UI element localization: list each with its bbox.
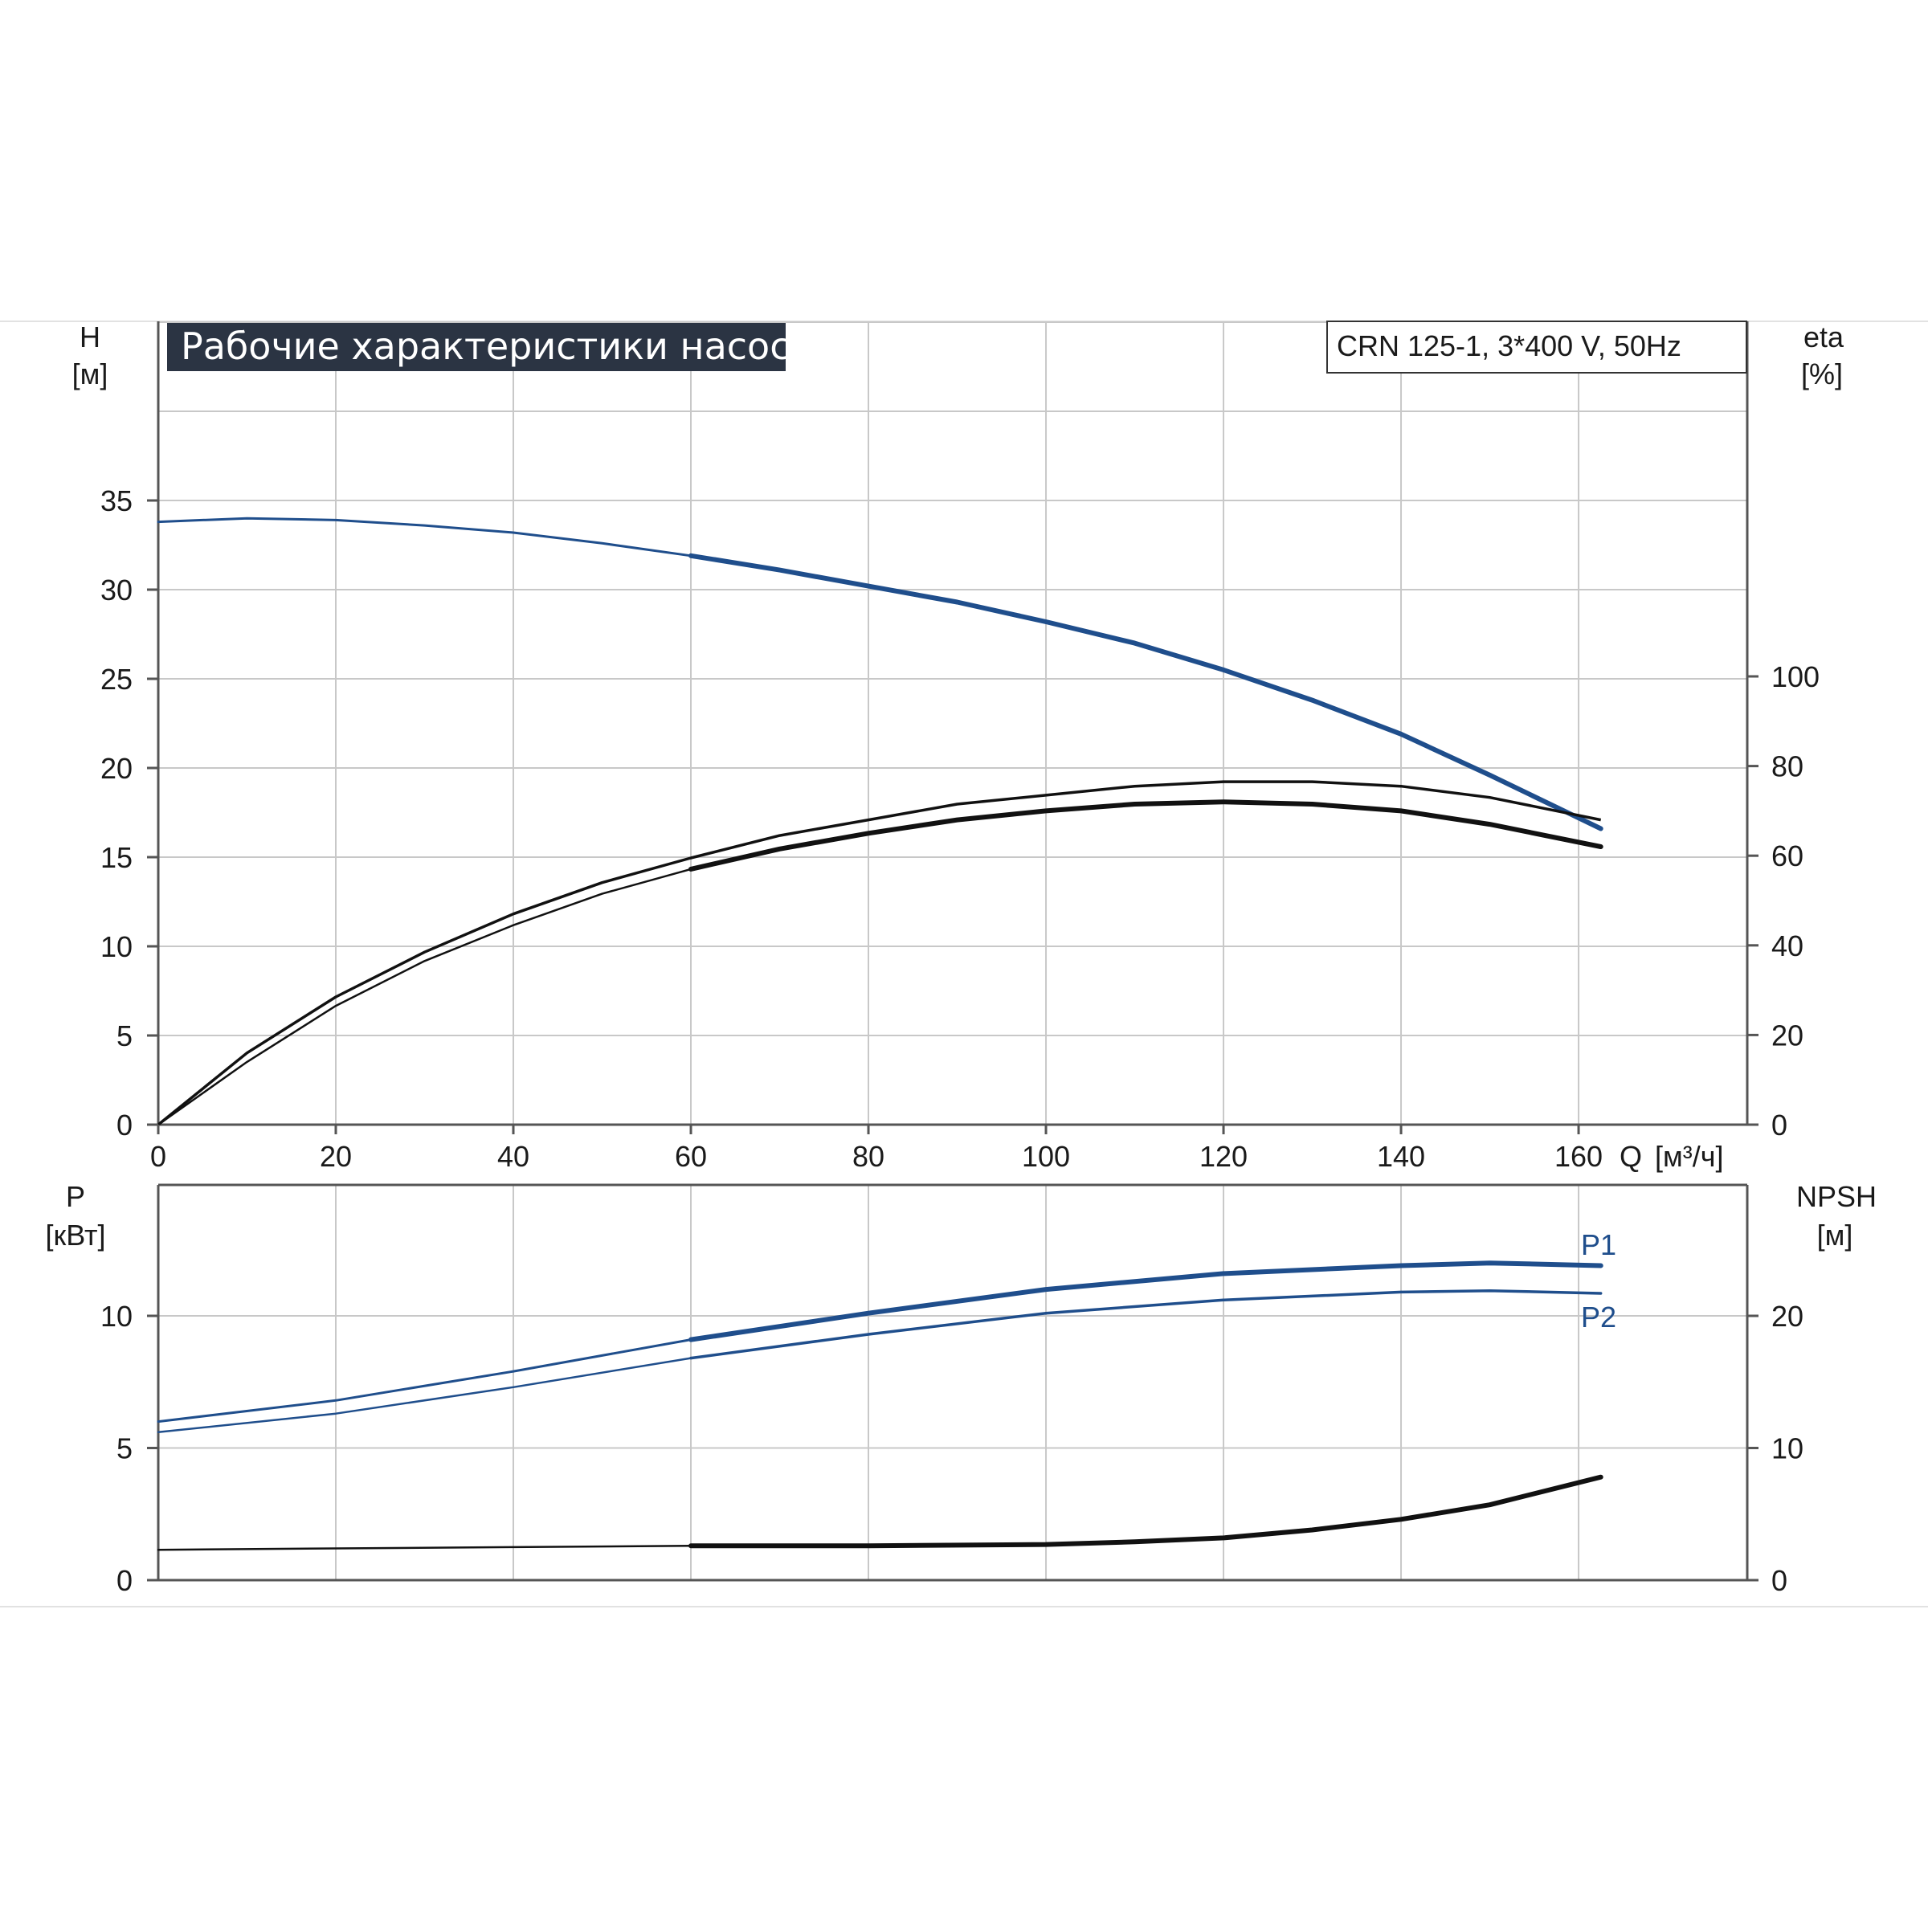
- y-left-label-unit: [м]: [72, 357, 108, 390]
- npsh-label-unit: [м]: [1817, 1219, 1853, 1252]
- top-chart-ticks: 0 20 40 60 80 100 120 140 160 0 5 10 15 20 25 30 35 0 20 40…: [100, 484, 1820, 1173]
- y-left-tick-label: 5: [116, 1432, 133, 1465]
- y-left-tick-label: 0: [116, 1109, 133, 1142]
- y-right-tick-label: 20: [1771, 1019, 1803, 1052]
- x-tick-label: 100: [1022, 1140, 1070, 1173]
- y-left-tick-label: 20: [100, 752, 133, 785]
- npsh-label-name: NPSH: [1796, 1180, 1877, 1213]
- y-left-tick-label: 10: [100, 930, 133, 963]
- npsh-curve-low-flow: [157, 1544, 692, 1551]
- top-chart-frame: [157, 321, 1749, 1126]
- y-right-tick-label: 0: [1771, 1564, 1787, 1597]
- y-right-tick-label: 10: [1771, 1432, 1803, 1465]
- model-label: CRN 125-1, 3*400 V, 50Hz: [1337, 329, 1681, 362]
- efficiency-curve-lower-low-flow: [157, 868, 692, 1126]
- y-left-tick-label: 0: [116, 1564, 133, 1597]
- chart-title: Рабочие характеристики насоса: [181, 325, 813, 368]
- power-p1-curve-low-flow: [157, 1338, 692, 1423]
- x-tick-label: 0: [150, 1140, 166, 1173]
- bottom-chart-frame: [157, 1183, 1749, 1582]
- y-right-tick-label: 60: [1771, 839, 1803, 872]
- head-curve-low-flow: [157, 517, 692, 558]
- efficiency-curve-lower-operating: [688, 799, 1603, 872]
- power-p1-curve-operating: [688, 1260, 1603, 1342]
- y-left-tick-label: 15: [100, 841, 133, 874]
- bottom-chart-series: [157, 1260, 1603, 1551]
- top-chart-grid: [158, 321, 1747, 1125]
- top-chart-series: [157, 517, 1603, 1126]
- y-left-tick-label: 10: [100, 1300, 133, 1333]
- y-left-label-name: H: [80, 321, 100, 353]
- y-right-tick-label: 80: [1771, 750, 1803, 783]
- y-right-tick-label: 100: [1771, 660, 1820, 693]
- x-tick-label: 120: [1199, 1140, 1248, 1173]
- y-right-tick-label: 40: [1771, 929, 1803, 962]
- y-right-tick-label: 20: [1771, 1300, 1803, 1333]
- npsh-curve-operating: [688, 1474, 1603, 1549]
- bottom-chart-grid: [158, 1185, 1747, 1580]
- power-p2-curve-operating: [689, 1289, 1603, 1360]
- series-label-p1: P1: [1581, 1228, 1616, 1261]
- y-right-label-unit: [%]: [1801, 357, 1843, 390]
- x-label-unit: [м³/ч]: [1655, 1140, 1724, 1173]
- power-p2-curve-low-flow: [157, 1357, 692, 1434]
- x-tick-label: 20: [320, 1140, 352, 1173]
- x-tick-label: 40: [497, 1140, 529, 1173]
- y-left-tick-label: 25: [100, 663, 133, 696]
- y-left-tick-label: 5: [116, 1019, 133, 1052]
- x-tick-label: 160: [1554, 1140, 1603, 1173]
- efficiency-curve-upper: [157, 780, 1602, 1126]
- model-label-box: [1326, 321, 1747, 374]
- y-right-tick-label: 0: [1771, 1109, 1787, 1142]
- x-tick-label: 60: [675, 1140, 707, 1173]
- y-left-tick-label: 35: [100, 484, 133, 517]
- chart-title-background: [167, 323, 786, 371]
- x-tick-label: 80: [852, 1140, 884, 1173]
- x-label-name: Q: [1620, 1140, 1642, 1173]
- x-tick-label: 140: [1377, 1140, 1425, 1173]
- head-curve-operating: [688, 553, 1603, 831]
- power-label-unit: [кВт]: [45, 1219, 105, 1252]
- bottom-chart-ticks: 0 5 10 0 10 20: [100, 1300, 1803, 1597]
- y-left-tick-label: 30: [100, 574, 133, 607]
- y-right-label-name: eta: [1803, 321, 1844, 353]
- series-label-p2: P2: [1581, 1301, 1616, 1334]
- power-label-name: P: [66, 1180, 85, 1213]
